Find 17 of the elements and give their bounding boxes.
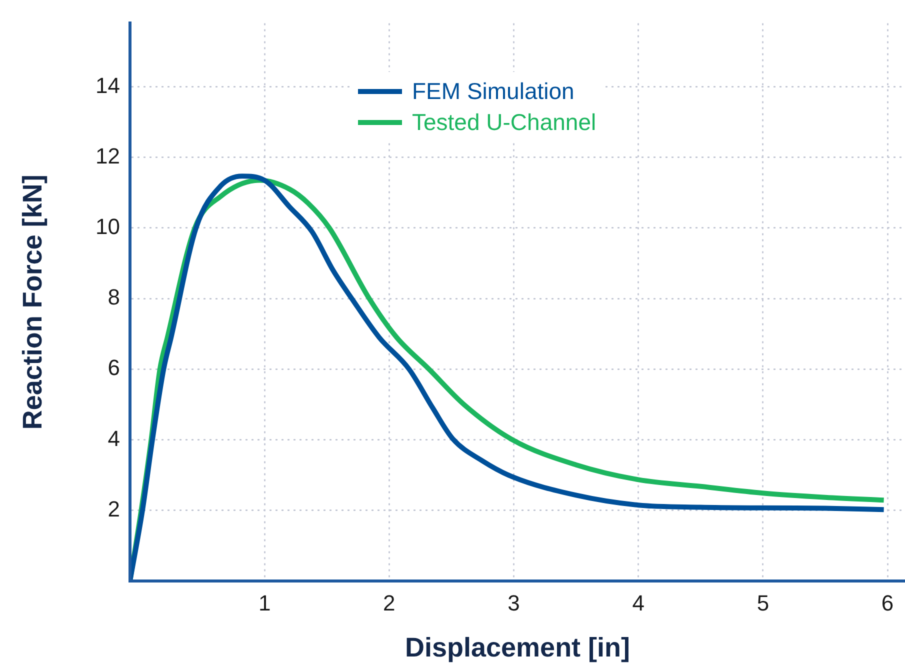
x-tick-label: 3 <box>508 590 520 616</box>
y-tick-label: 2 <box>108 496 120 522</box>
y-tick-label: 10 <box>96 214 120 240</box>
y-tick-label: 14 <box>96 72 120 98</box>
y-tick-label: 4 <box>108 426 120 451</box>
legend-label: Tested U-Channel <box>412 108 596 137</box>
y-axis-title: Reaction Force [kN] <box>18 174 48 430</box>
x-tick-label: 6 <box>881 590 894 616</box>
x-axis-title: Displacement [in] <box>404 632 630 662</box>
y-tick-label: 6 <box>108 355 120 380</box>
legend-label: FEM Simulation <box>412 77 574 106</box>
x-tick-label: 4 <box>632 590 644 616</box>
y-tick-label: 12 <box>96 143 120 168</box>
y-tick-label: 8 <box>108 284 120 310</box>
x-tick-label: 5 <box>756 590 770 616</box>
x-tick-label: 1 <box>258 590 271 616</box>
x-tick-label: 2 <box>383 590 396 616</box>
